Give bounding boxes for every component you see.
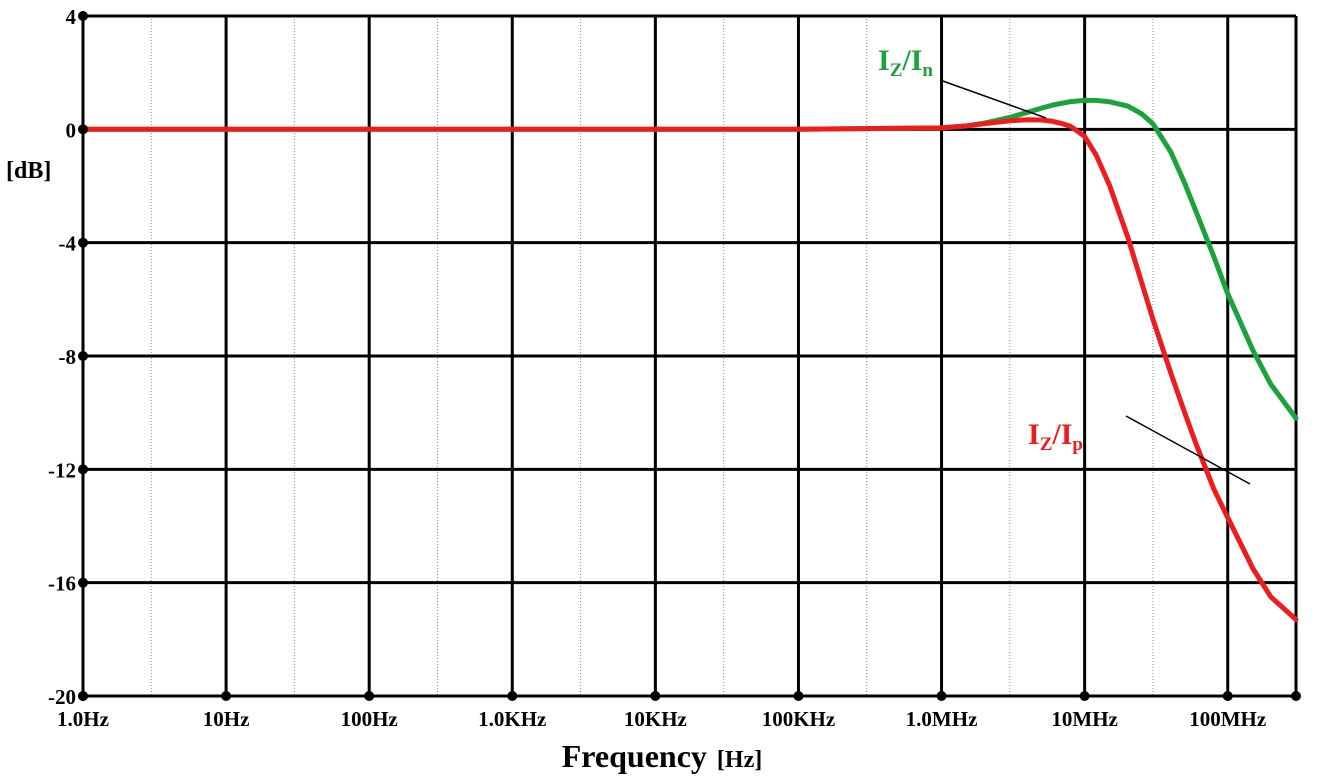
leader-line-iz-in [939, 79, 1047, 119]
axis-dot [78, 237, 88, 248]
axis-dot [78, 351, 88, 361]
axis-dot [1222, 691, 1233, 701]
axis-dot [364, 691, 375, 701]
axis-dot [507, 691, 518, 701]
x-tick-label: 10Hz [203, 707, 250, 731]
axis-dot [78, 124, 88, 135]
annotations [939, 79, 1251, 485]
axis-dot [78, 691, 88, 701]
x-axis-title: Frequency [Hz] [562, 738, 762, 774]
axis-dot [936, 691, 947, 701]
y-tick-label: -20 [48, 685, 76, 709]
y-tick-labels: 4 0 -4 -8 -12 -16 -20 [48, 5, 77, 709]
y-tick-label: -8 [59, 345, 77, 369]
series-label-iz-in-sub2: n [922, 60, 933, 81]
x-tick-label: 100Hz [341, 707, 398, 731]
x-tick-labels: 1.0Hz 10Hz 100Hz 1.0KHz 10KHz 100KHz 1.0MHz 10M… [57, 707, 1266, 731]
series-lines [80, 97, 1299, 622]
series-label-iz-ip: IZ/Ip [1028, 418, 1083, 455]
y-tick-label: -12 [48, 458, 76, 482]
series-label-iz-ip-sub2: p [1072, 434, 1083, 455]
axis-dot [1291, 691, 1301, 701]
series-label-iz-in-main: I [878, 44, 890, 77]
series-label-iz-ip-mid: /I [1051, 418, 1072, 451]
series-label-iz-in: IZ/In [878, 44, 933, 81]
x-tick-label: 1.0MHz [906, 707, 978, 731]
series-label-iz-ip-main: I [1028, 418, 1040, 451]
x-tick-label: 100KHz [762, 707, 836, 731]
y-tick-label: -4 [59, 232, 77, 256]
x-axis-unit: [Hz] [717, 747, 762, 773]
axis-dot [78, 464, 88, 475]
series-label-iz-in-sub1: Z [890, 60, 903, 81]
grid-major [81, 14, 1298, 698]
axis-dot [78, 577, 88, 588]
x-tick-label: 1.0KHz [478, 707, 546, 731]
leader-line-iz-ip [1125, 415, 1251, 485]
axis-dot [650, 691, 661, 701]
x-tick-label: 100MHz [1189, 707, 1266, 731]
series-label-iz-ip-sub1: Z [1040, 434, 1053, 455]
y-tick-label: -16 [48, 572, 76, 596]
y-tick-label: 0 [66, 118, 77, 142]
x-axis-title-text: Frequency [562, 738, 707, 774]
y-axis-label: [dB] [6, 158, 51, 184]
axis-dot [221, 691, 232, 701]
axis-dots [78, 11, 1301, 701]
series-line-0 [80, 97, 1299, 421]
series-line-1 [80, 117, 1299, 622]
axis-dot [78, 11, 88, 21]
x-tick-label: 10KHz [624, 707, 687, 731]
axis-dot [793, 691, 804, 701]
x-tick-label: 1.0Hz [57, 707, 109, 731]
axis-dot [1079, 691, 1090, 701]
x-tick-label: 10MHz [1051, 707, 1117, 731]
y-tick-label: 4 [66, 5, 77, 29]
series-label-iz-in-mid: /I [901, 44, 922, 77]
